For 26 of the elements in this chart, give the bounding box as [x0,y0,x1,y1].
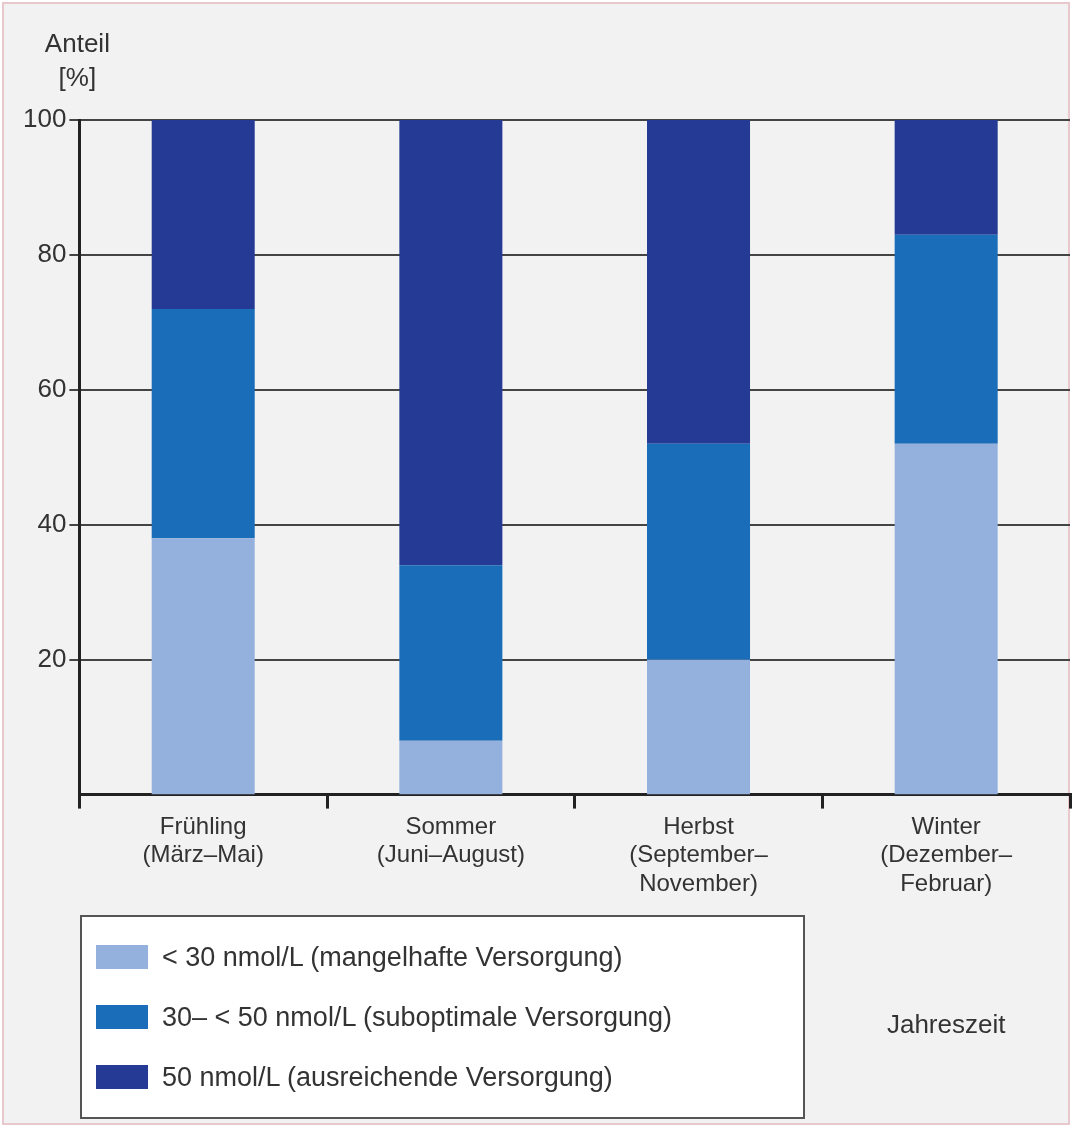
bar [894,443,998,795]
y-tick-label: 100 [22,103,67,134]
x-tick-label: Herbst (September– November) [629,811,769,897]
bar [647,120,751,444]
bar [399,120,503,566]
bar [151,308,255,539]
y-tick-label: 60 [37,373,67,404]
legend-label: 50 nmol/L (ausreichende Versorgung) [162,1061,613,1093]
y-axis-title: Anteil [%] [44,28,110,92]
y-tick-label: 40 [37,507,67,538]
x-tick-label: Sommer (Juni–August) [376,811,525,868]
bar [894,120,998,235]
legend-label: 30– < 50 nmol/L (suboptimale Versorgung) [162,1001,673,1033]
bar [399,565,503,741]
x-axis-title: Jahreszeit [886,1009,1007,1039]
x-tick-label: Frühling (März–Mai) [142,811,264,868]
bar [647,659,751,795]
bar [151,120,255,309]
bar [647,443,751,660]
x-tick-label: Winter (Dezember– Februar) [880,811,1013,897]
y-tick-label: 20 [37,642,67,673]
bar [894,234,998,444]
legend-label: < 30 nmol/L (mangelhafte Versorgung) [162,941,623,973]
bar [399,740,503,795]
y-tick-label: 80 [37,238,67,269]
bar [151,538,255,795]
